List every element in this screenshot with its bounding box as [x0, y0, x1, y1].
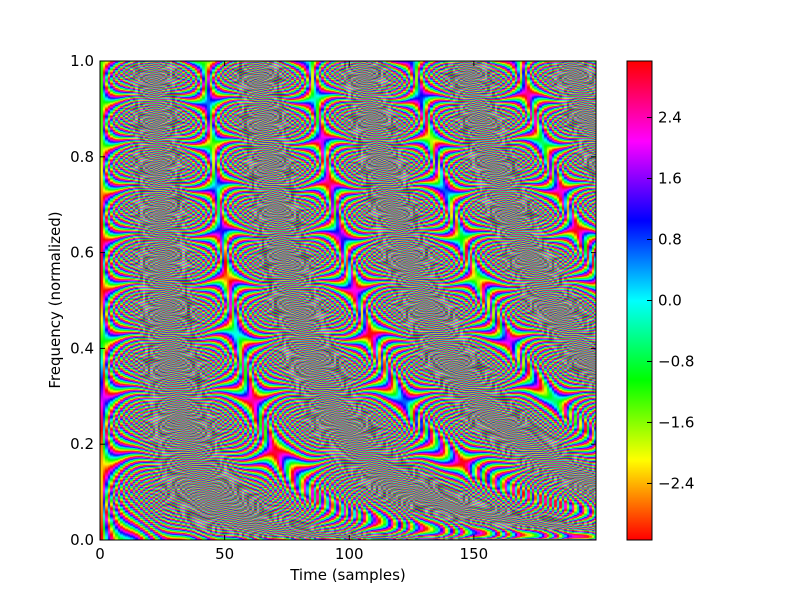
colorbar-tick-label: 2.4 — [658, 109, 682, 127]
y-axis-label: Frequency (normalized) — [46, 211, 64, 388]
colorbar-tick-label: −2.4 — [658, 474, 694, 492]
x-tick-label: 100 — [335, 545, 364, 563]
y-tick-label: 0.8 — [70, 148, 94, 166]
colorbar-tick-label: 1.6 — [658, 170, 682, 188]
y-tick-label: 0.4 — [70, 339, 94, 357]
colorbar-tick-label: 0.8 — [658, 231, 682, 249]
y-tick-label: 0.6 — [70, 244, 94, 262]
y-tick-label: 0.0 — [70, 531, 94, 549]
y-tick-label: 1.0 — [70, 52, 94, 70]
x-tick-label: 50 — [215, 545, 234, 563]
colorbar-tick-label: −1.6 — [658, 413, 694, 431]
phase-heatmap — [100, 61, 596, 540]
colorbar-tick-label: −0.8 — [658, 352, 694, 370]
x-tick-label: 0 — [95, 545, 105, 563]
colorbar-tick-label: 0.0 — [658, 292, 682, 310]
x-tick-label: 150 — [460, 545, 489, 563]
plot-frame — [99, 60, 597, 541]
x-axis-label: Time (samples) — [289, 566, 406, 584]
y-tick-label: 0.2 — [70, 435, 94, 453]
